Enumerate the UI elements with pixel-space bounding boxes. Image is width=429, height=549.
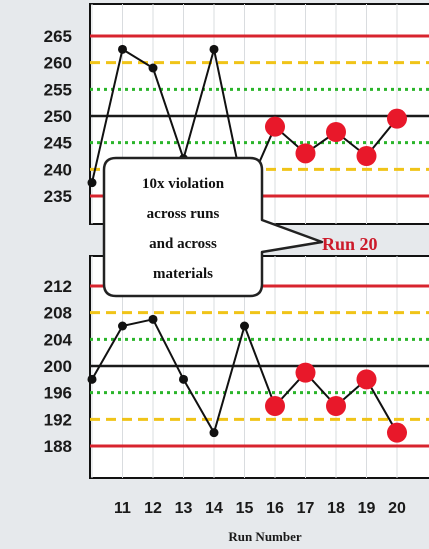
x-tick-label: 15 (236, 500, 254, 517)
violation-point (295, 143, 316, 164)
callout-text-line: materials (153, 266, 213, 282)
y-tick-label: 204 (44, 330, 73, 349)
data-point (87, 178, 97, 188)
y-tick-label: 192 (44, 410, 72, 429)
y-tick-label: 245 (44, 134, 72, 153)
y-tick-label: 196 (44, 384, 72, 403)
y-tick-label: 208 (44, 304, 72, 323)
y-tick-label: 235 (44, 187, 72, 206)
violation-point (295, 362, 316, 383)
y-tick-label: 255 (44, 80, 72, 99)
violation-point (387, 422, 407, 443)
x-axis-label: Run Number (228, 529, 302, 544)
x-tick-label: 16 (266, 500, 284, 517)
violation-point (265, 116, 285, 137)
x-tick-label: 18 (327, 500, 345, 517)
violation-point (326, 122, 346, 142)
data-point (87, 374, 97, 384)
x-tick-label: 11 (114, 500, 131, 517)
data-point (209, 428, 219, 438)
x-tick-label: 17 (297, 500, 315, 517)
data-point (148, 63, 158, 73)
callout-text-line: across runs (147, 206, 220, 222)
x-tick-label: 19 (358, 500, 376, 517)
violation-point (356, 146, 377, 166)
violation-point (265, 396, 285, 416)
annotations: 10x violation across runs and across materi… (102, 156, 378, 298)
data-point (118, 321, 127, 331)
x-tick-label: 13 (175, 500, 193, 517)
y-tick-label: 200 (44, 357, 72, 376)
x-tick-label: 14 (205, 500, 223, 517)
callout-text-line: and across (149, 236, 217, 252)
data-point (148, 314, 158, 324)
callout-bubble (102, 156, 324, 298)
callout-text-line: 10x violation (142, 176, 225, 192)
x-tick-label: 20 (388, 500, 406, 517)
data-point (209, 44, 219, 54)
x-axis: 11 12 13 14 15 16 17 18 19 20 (114, 500, 406, 517)
run-label: Run 20 (322, 234, 378, 254)
y-tick-label: 188 (44, 437, 72, 456)
violation-point (356, 369, 377, 390)
data-point (240, 321, 249, 331)
y-tick-label: 260 (44, 54, 72, 73)
y-tick-label: 212 (44, 277, 72, 296)
violation-point (387, 108, 407, 129)
y-tick-label: 265 (44, 27, 72, 46)
y-tick-label: 250 (44, 107, 72, 126)
x-tick-label: 12 (144, 500, 162, 517)
y-tick-label: 240 (44, 160, 72, 179)
violation-point (326, 396, 346, 416)
data-point (118, 44, 127, 54)
data-point (179, 374, 188, 384)
